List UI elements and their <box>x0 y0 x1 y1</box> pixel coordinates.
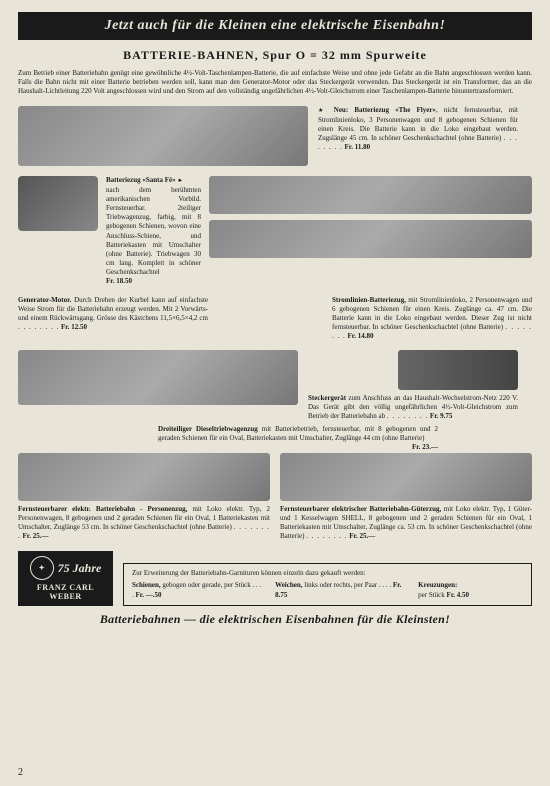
weichen-label: Weichen, <box>275 581 302 589</box>
kreuz-price: Fr. 4.50 <box>447 591 470 599</box>
gueterzug-text: Fernsteuerbarer elektrischer Batteriebah… <box>280 505 532 541</box>
intro-text: Zum Betrieb einer Batteriebahn genügt ei… <box>18 69 532 96</box>
schienen-desc: gebogen oder gerade, per Stück <box>161 581 251 589</box>
gueterzug-image <box>280 453 532 501</box>
stromlinien-title: Stromlinien-Batteriezug, <box>332 296 406 304</box>
generator-text: Generator-Motor. Durch Drehen der Kurbel… <box>18 296 208 341</box>
product-row-flyer: Neu: Batteriezug «The Flyer», nicht fern… <box>18 106 532 166</box>
flyer-train-image <box>18 106 308 166</box>
santafe-title: Batteriezug «Santa Fé» <box>106 176 176 184</box>
santafe-desc: nach dem berühmten amerikanischen Vorbil… <box>106 186 201 276</box>
diesel-price: Fr. 23.— <box>412 443 438 451</box>
generator-title: Generator-Motor. <box>18 296 71 304</box>
stecker-image <box>398 350 518 390</box>
santafe-price: Fr. 18.50 <box>106 277 132 285</box>
product-row-2b: Generator-Motor. Durch Drehen der Kurbel… <box>18 296 532 341</box>
stromlinien-price: Fr. 14.80 <box>348 332 374 340</box>
stecker-price: Fr. 9.75 <box>430 412 453 420</box>
expansion-intro: Zur Erweiterung der Batteriebahn-Garnitu… <box>132 569 523 579</box>
stecker-title: Steckergerät <box>308 394 346 402</box>
stromlinien-train-image <box>209 220 532 258</box>
generator-price: Fr. 12.50 <box>61 323 87 331</box>
schienen-label: Schienen, <box>132 581 161 589</box>
diesel-title: Dreiteiliger Dieseltriebwagenzug <box>158 425 258 433</box>
page-number: 2 <box>18 767 23 778</box>
personenzug-text: Fernsteuerbarer elektr. Batteriebahn - P… <box>18 505 270 541</box>
weichen-desc: links oder rechts, per Paar <box>303 581 378 589</box>
personenzug-image <box>18 453 270 501</box>
flyer-title: Neu: Batteriezug «The Flyer» <box>334 106 436 114</box>
gueterzug-title: Fernsteuerbarer elektrischer Batteriebah… <box>280 505 441 513</box>
brand-logo: ✦ 75 Jahre FRANZ CARL WEBER <box>18 551 113 606</box>
footer-row: ✦ 75 Jahre FRANZ CARL WEBER Zur Erweiter… <box>18 551 532 606</box>
logo-name: FRANZ CARL WEBER <box>21 583 110 601</box>
logo-emblem-icon: ✦ <box>30 556 54 580</box>
flyer-text: Neu: Batteriezug «The Flyer», nicht fern… <box>318 106 518 166</box>
personenzug-title: Fernsteuerbarer elektr. Batteriebahn - P… <box>18 505 187 513</box>
schienen-price: Fr. —.50 <box>136 591 162 599</box>
product-row-diesel: Steckergerät zum Anschluss an das Hausha… <box>18 350 532 421</box>
gueterzug-price: Fr. 25.— <box>349 532 375 540</box>
diesel-text: Dreiteiliger Dieseltriebwagenzug mit Bat… <box>158 425 438 443</box>
kreuz-label: Kreuzungen: <box>418 581 457 589</box>
product-row-5: Fernsteuerbarer elektr. Batteriebahn - P… <box>18 453 532 541</box>
kreuz-desc: per Stück <box>418 591 445 599</box>
subtitle: BATTERIE-BAHNEN, Spur O = 32 mm Spurweit… <box>18 48 532 63</box>
product-row-2: Batteriezug «Santa Fé» nach dem berühmte… <box>18 176 532 286</box>
personenzug-price: Fr. 25.— <box>23 532 49 540</box>
diesel-train-image <box>18 350 298 405</box>
flyer-price: Fr. 11.80 <box>345 143 371 151</box>
stromlinien-text: Stromlinien-Batteriezug, mit Stromlinien… <box>332 296 532 341</box>
santafe-train-image <box>209 176 532 214</box>
logo-years: 75 Jahre <box>58 561 102 576</box>
stecker-text: Steckergerät zum Anschluss an das Hausha… <box>308 394 518 421</box>
generator-image <box>18 176 98 231</box>
header-banner: Jetzt auch für die Kleinen eine elektris… <box>18 12 532 40</box>
expansion-parts-box: Zur Erweiterung der Batteriebahn-Garnitu… <box>123 563 532 606</box>
footer-slogan: Batteriebahnen — die elektrischen Eisenb… <box>18 612 532 627</box>
santafe-text: Batteriezug «Santa Fé» nach dem berühmte… <box>106 176 201 286</box>
